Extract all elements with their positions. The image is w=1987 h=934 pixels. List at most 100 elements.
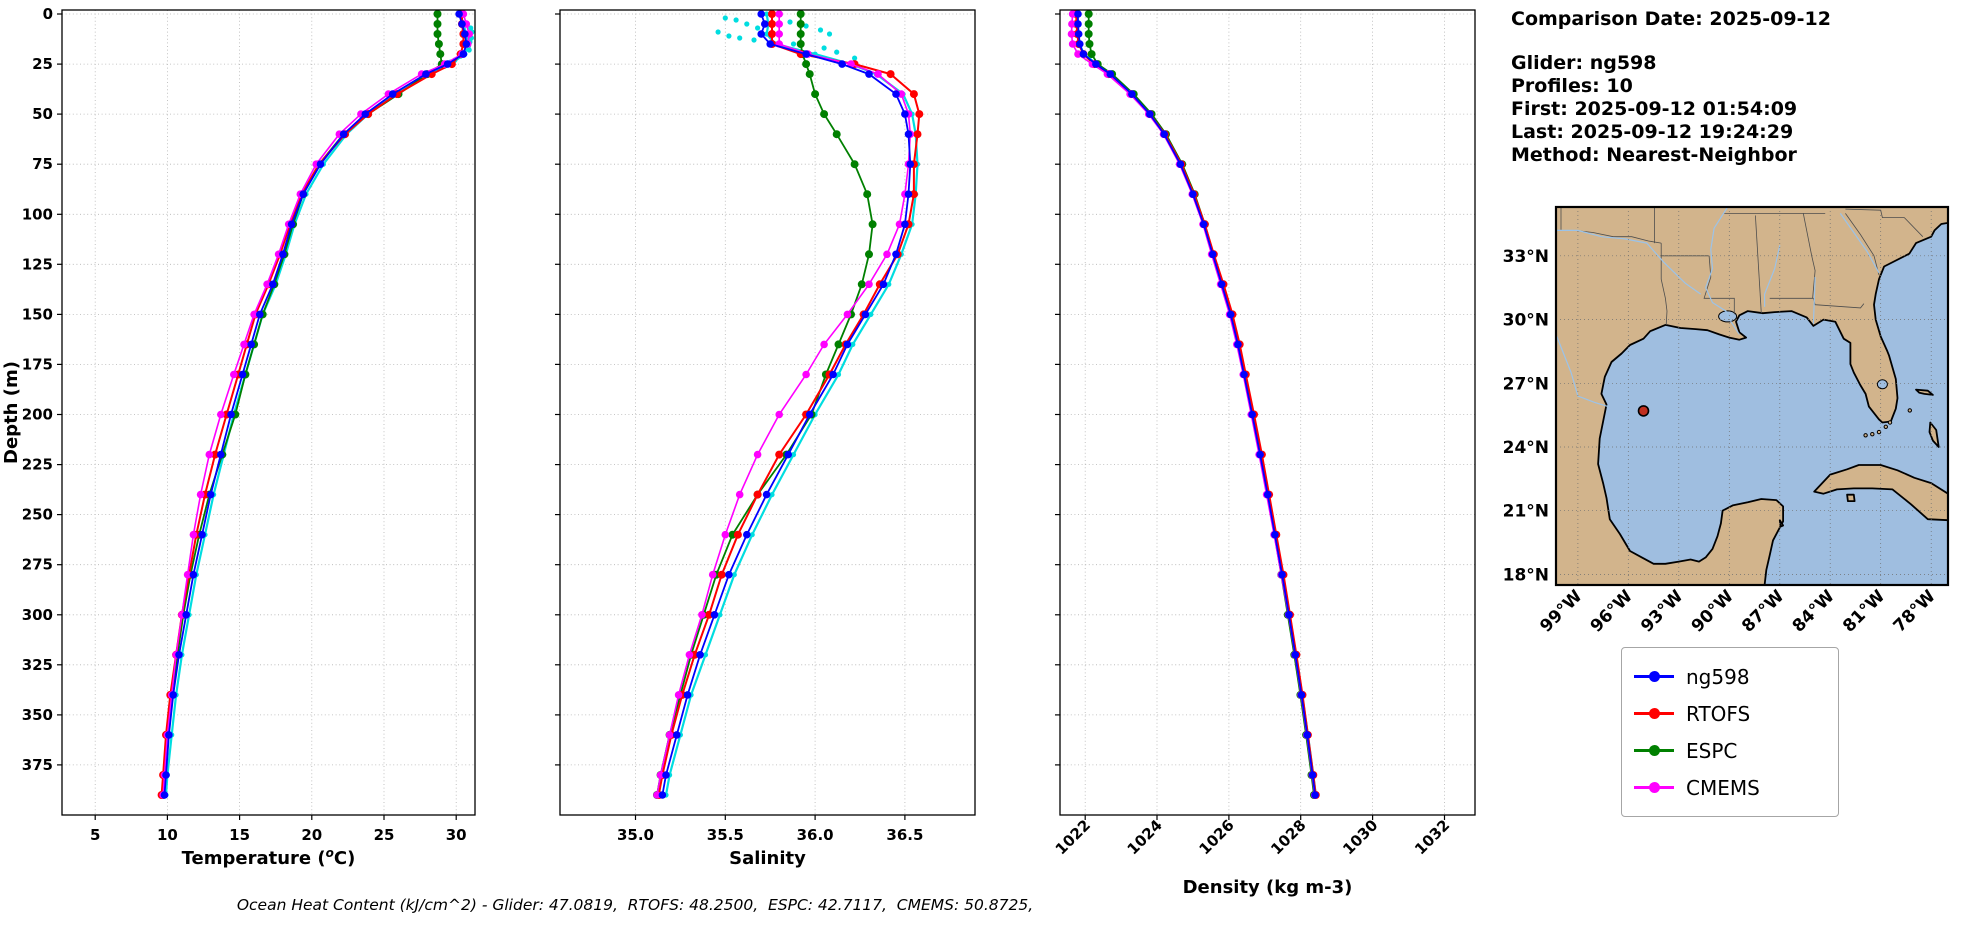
svg-text:150: 150 xyxy=(22,305,53,323)
svg-text:87°W: 87°W xyxy=(1738,586,1788,636)
svg-text:1028: 1028 xyxy=(1267,816,1309,858)
series-ng598 xyxy=(160,10,471,799)
svg-text:33°N: 33°N xyxy=(1503,247,1549,267)
svg-text:200: 200 xyxy=(22,406,53,424)
svg-text:99°W: 99°W xyxy=(1536,586,1586,636)
svg-text:275: 275 xyxy=(22,556,53,574)
last-profile-time: Last: 2025-09-12 19:24:29 xyxy=(1511,121,1794,143)
map-frame xyxy=(1554,205,1950,587)
svg-text:36.0: 36.0 xyxy=(797,826,834,844)
svg-text:30: 30 xyxy=(446,826,467,844)
map-state-borders xyxy=(1556,207,1924,325)
legend-label: CMEMS xyxy=(1686,775,1760,800)
map-land xyxy=(1556,207,1948,585)
svg-text:21°N: 21°N xyxy=(1503,502,1549,522)
svg-text:175: 175 xyxy=(22,355,53,373)
svg-text:75: 75 xyxy=(32,155,53,173)
legend-swatch xyxy=(1634,707,1674,720)
legend-item-ESPC: ESPC xyxy=(1634,732,1838,769)
svg-text:125: 125 xyxy=(22,255,53,273)
legend-swatch xyxy=(1634,781,1674,794)
temperature-profile-chart: 5 10 15 20 25 3002550751001251501752002252502… xyxy=(1,5,476,869)
svg-text:24°N: 24°N xyxy=(1503,438,1549,458)
svg-text:35.5: 35.5 xyxy=(707,826,744,844)
svg-text:225: 225 xyxy=(22,456,53,474)
svg-text:375: 375 xyxy=(22,756,53,774)
legend-label: ESPC xyxy=(1686,738,1738,763)
plot-background xyxy=(62,10,475,815)
svg-text:30°N: 30°N xyxy=(1503,311,1549,331)
salinity-profile-chart: 35.0 35.5 36.0 36.5 Salinity xyxy=(555,9,976,869)
info-spacer xyxy=(1511,31,1831,52)
svg-text:78°W: 78°W xyxy=(1890,586,1940,636)
x-axis-label: Density (kg m-3) xyxy=(1183,877,1353,898)
svg-text:50: 50 xyxy=(32,105,53,123)
legend-item-ng598: ng598 xyxy=(1634,658,1838,695)
map-rivers xyxy=(1556,207,1880,408)
y-axis-label: Depth (m) xyxy=(1,361,22,464)
svg-text:25: 25 xyxy=(374,826,395,844)
svg-text:36.5: 36.5 xyxy=(886,826,923,844)
svg-text:35.0: 35.0 xyxy=(617,826,654,844)
gridlines xyxy=(1060,10,1475,815)
svg-text:100: 100 xyxy=(22,205,53,223)
svg-text:18°N: 18°N xyxy=(1503,565,1549,585)
legend: ng598 RTOFS ESPC CMEMS xyxy=(1621,647,1839,817)
density-profile-chart: 1022 1024 1026 1028 1030 1032 Density (kg m-3) xyxy=(1052,9,1476,898)
svg-text:1024: 1024 xyxy=(1124,816,1166,858)
plot-background xyxy=(1060,10,1475,815)
axis-ticks xyxy=(1055,13,1446,820)
svg-text:84°W: 84°W xyxy=(1789,586,1839,636)
comparison-info: Comparison Date: 2025-09-12 Glider: ng59… xyxy=(1511,8,1831,167)
lake-okeechobee xyxy=(1876,379,1888,390)
svg-text:15: 15 xyxy=(229,826,250,844)
svg-text:93°W: 93°W xyxy=(1637,586,1687,636)
x-axis-label: Salinity xyxy=(729,848,806,869)
gulf-of-mexico-map: 33°N 30°N 27°N 24°N 21°N 18°N99°W 96°W 93°W 90°W… xyxy=(1503,205,1950,637)
map-keys-islands xyxy=(1863,408,1912,438)
series-ng598 xyxy=(1074,10,1319,799)
svg-text:1032: 1032 xyxy=(1411,816,1453,858)
lake-pontchartrain xyxy=(1718,310,1738,323)
plot-background xyxy=(560,10,975,815)
svg-text:25: 25 xyxy=(32,55,53,73)
axis-ticks xyxy=(555,13,906,820)
tick-labels: 5 10 15 20 25 3002550751001251501752002252502… xyxy=(22,5,467,844)
first-profile-time: First: 2025-09-12 01:54:09 xyxy=(1511,98,1798,120)
legend-swatch xyxy=(1634,744,1674,757)
legend-label: RTOFS xyxy=(1686,701,1751,726)
svg-text:10: 10 xyxy=(157,826,178,844)
svg-text:90°W: 90°W xyxy=(1688,586,1738,636)
gridlines xyxy=(62,10,475,815)
svg-text:96°W: 96°W xyxy=(1587,586,1637,636)
tick-labels: 35.0 35.5 36.0 36.5 xyxy=(617,826,923,844)
glider-name: Glider: ng598 xyxy=(1511,52,1657,74)
axis-ticks xyxy=(57,13,457,820)
svg-text:250: 250 xyxy=(22,506,53,524)
svg-text:5: 5 xyxy=(90,826,100,844)
x-axis-label: Temperature (oC) xyxy=(182,846,356,869)
svg-text:350: 350 xyxy=(22,706,53,724)
comparison-method: Method: Nearest-Neighbor xyxy=(1511,144,1797,166)
svg-text:27°N: 27°N xyxy=(1503,374,1549,394)
plot-border xyxy=(61,9,476,816)
series-ng598 xyxy=(658,10,915,799)
profiles-count: Profiles: 10 xyxy=(1511,75,1633,97)
tick-labels: 1022 1024 1026 1028 1030 1032 xyxy=(1052,816,1454,858)
glider-location-marker xyxy=(1637,405,1650,417)
ohc-caption: Ocean Heat Content (kJ/cm^2) - Glider: 4… xyxy=(236,896,1034,914)
svg-text:300: 300 xyxy=(22,606,53,624)
map-gridlines xyxy=(1556,207,1948,585)
svg-text:1030: 1030 xyxy=(1339,816,1381,858)
legend-label: ng598 xyxy=(1686,664,1750,689)
legend-swatch xyxy=(1634,670,1674,683)
legend-item-CMEMS: CMEMS xyxy=(1634,769,1838,806)
svg-text:20: 20 xyxy=(301,826,322,844)
comparison-date: Comparison Date: 2025-09-12 xyxy=(1511,8,1831,30)
svg-text:81°W: 81°W xyxy=(1839,586,1889,636)
svg-text:0: 0 xyxy=(43,5,53,23)
legend-item-RTOFS: RTOFS xyxy=(1634,695,1838,732)
svg-text:1026: 1026 xyxy=(1195,816,1237,858)
svg-text:1022: 1022 xyxy=(1052,816,1094,858)
